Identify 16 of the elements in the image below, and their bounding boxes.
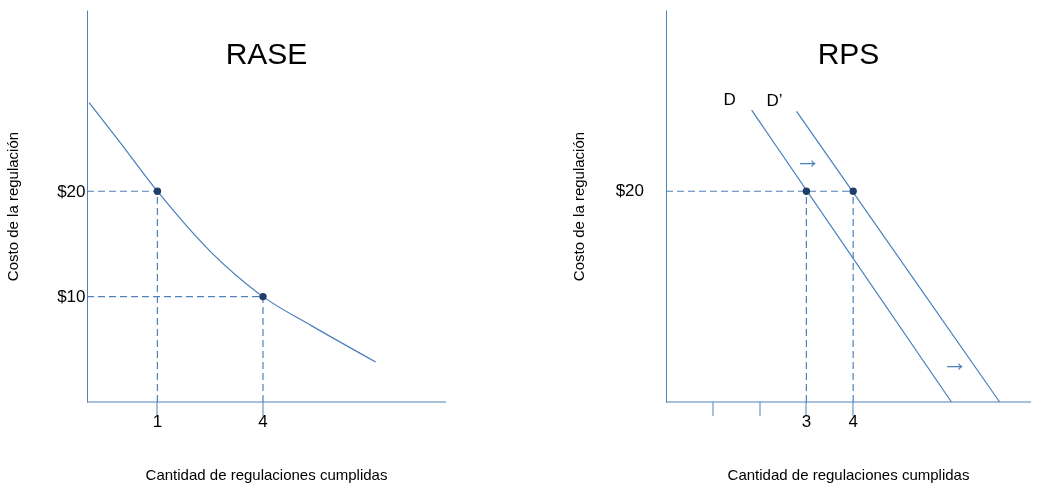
x-tick-label: 3 (801, 412, 812, 431)
y-axis-title: Costo de la regulación (4, 131, 22, 282)
x-tick-label: 4 (258, 412, 268, 431)
x-tick-label: 4 (848, 412, 858, 431)
y-axis-title: Costo de la regulación (569, 131, 587, 282)
y-tick-label: $10 (57, 287, 86, 307)
series-label: D (723, 90, 736, 110)
x-tick-label: 1 (152, 412, 163, 431)
x-axis-title: Cantidad de regulaciones cumplidas (145, 466, 388, 483)
chart-title: RPS (817, 37, 880, 70)
annotation: → (942, 347, 968, 377)
series-label: D’ (766, 91, 783, 111)
text: $20 (615, 181, 644, 200)
text: RASE (225, 37, 308, 70)
x-axis-title: Cantidad de regulaciones cumplidas (727, 466, 970, 483)
annotation: → (795, 144, 821, 174)
